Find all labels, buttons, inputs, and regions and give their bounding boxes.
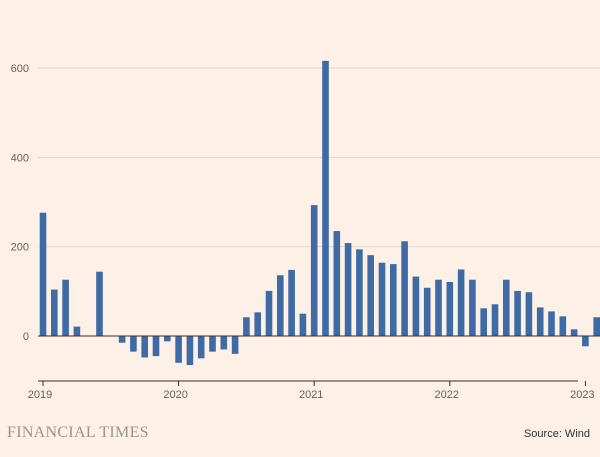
bar	[310, 205, 318, 336]
bar	[73, 326, 81, 336]
bar	[525, 292, 533, 336]
bar	[51, 289, 58, 336]
bar	[62, 279, 69, 336]
x-tick-label: 2019	[28, 389, 52, 401]
bar	[593, 317, 600, 336]
bar	[243, 317, 250, 336]
y-tick-label: 600	[11, 63, 29, 75]
bar	[536, 307, 544, 336]
bar	[412, 276, 420, 336]
bar	[277, 275, 284, 336]
bar	[96, 271, 103, 336]
bar	[197, 336, 205, 359]
bar	[491, 304, 499, 336]
bar	[559, 316, 567, 336]
bar	[164, 336, 171, 342]
bar	[186, 336, 194, 366]
y-axis: 0 200 400 600	[11, 63, 29, 343]
bar	[423, 287, 431, 336]
bar	[582, 336, 589, 347]
source-note: Source: Wind	[523, 428, 590, 440]
bar	[570, 329, 578, 336]
bar	[390, 264, 397, 336]
bar	[548, 311, 555, 336]
bar	[299, 313, 307, 336]
bar	[231, 336, 239, 354]
bar	[344, 243, 352, 336]
bar	[322, 60, 329, 336]
bar	[457, 269, 465, 336]
bar	[435, 279, 442, 336]
bar	[254, 312, 261, 336]
y-tick-label: 0	[23, 331, 29, 343]
x-tick-label: 2022	[435, 389, 459, 401]
bar	[130, 336, 137, 352]
bar	[356, 249, 363, 336]
bar	[480, 308, 487, 336]
x-tick-label: 2021	[299, 389, 323, 401]
bar	[514, 290, 521, 336]
bar	[378, 262, 386, 336]
bar	[367, 255, 374, 336]
bar	[39, 212, 47, 336]
bar	[446, 281, 454, 336]
x-tick-label: 2020	[163, 389, 187, 401]
bar	[288, 269, 295, 336]
bar	[265, 290, 273, 336]
bar	[333, 231, 341, 336]
bar	[152, 336, 160, 357]
ft-logo: FINANCIAL TIMES	[7, 424, 149, 441]
bar	[175, 336, 182, 363]
x-tick-label: 2023	[570, 389, 594, 401]
bar	[469, 279, 476, 336]
bar	[220, 336, 228, 350]
y-tick-label: 200	[11, 242, 29, 254]
bar	[118, 336, 126, 343]
bar	[141, 336, 148, 358]
bars	[38, 60, 600, 366]
gridlines	[38, 67, 600, 248]
bar	[401, 241, 408, 336]
x-axis: 2019 2020 2021 2022 2023	[28, 380, 595, 401]
y-tick-label: 400	[11, 152, 29, 164]
bar	[209, 336, 216, 352]
bar	[503, 279, 510, 336]
